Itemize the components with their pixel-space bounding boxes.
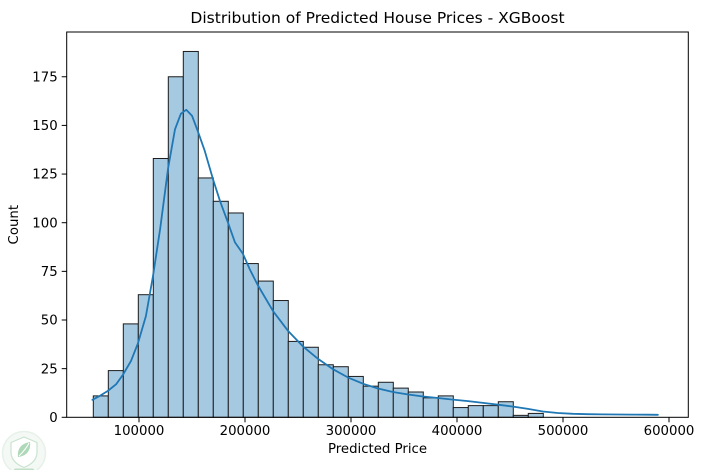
x-tick-label: 600000 (644, 424, 695, 439)
y-axis-label: Count (7, 205, 22, 245)
histogram-bar (497, 401, 514, 418)
y-tick-label: 0 (49, 411, 57, 426)
histogram-bar (197, 177, 214, 418)
x-tick-label: 300000 (326, 424, 377, 439)
y-tick-label: 25 (41, 362, 58, 377)
y-tick-label: 150 (32, 119, 57, 134)
y-axis: 0 25 50 75 100 125 150 175 (32, 70, 67, 426)
x-axis: 100000 200000 300000 400000 500000 600000 (114, 417, 695, 439)
x-tick-label: 500000 (538, 424, 589, 439)
histogram-bar (257, 280, 274, 418)
y-tick-label: 50 (41, 314, 58, 329)
histogram-bar (422, 397, 439, 418)
bars-group (92, 50, 544, 418)
kde-curve (91, 108, 659, 416)
histogram-bar (362, 385, 379, 418)
y-tick-label: 75 (41, 265, 58, 280)
histogram-bar (152, 157, 169, 418)
y-tick-label: 100 (32, 216, 57, 231)
histogram-bar (482, 405, 499, 418)
histogram-bar (317, 364, 334, 418)
histogram-bar (212, 200, 229, 418)
histogram-bar (467, 405, 484, 418)
histogram-bar (272, 300, 289, 418)
x-tick-label: 400000 (432, 424, 483, 439)
histogram-bar (182, 50, 199, 418)
histogram-bar (377, 381, 394, 418)
histogram-bar (287, 340, 304, 418)
x-tick-label: 100000 (114, 424, 165, 439)
y-tick-label: 125 (32, 168, 57, 183)
x-tick-label: 200000 (220, 424, 271, 439)
histogram-bar (242, 263, 259, 418)
watermark-logo (1, 430, 47, 470)
histogram-bar (527, 412, 544, 418)
x-axis-label: Predicted Price (328, 442, 427, 457)
chart-title: Distribution of Predicted House Prices -… (190, 9, 564, 27)
y-tick-label: 175 (32, 70, 57, 85)
histogram-bar (452, 407, 469, 418)
plot-frame (66, 31, 689, 418)
